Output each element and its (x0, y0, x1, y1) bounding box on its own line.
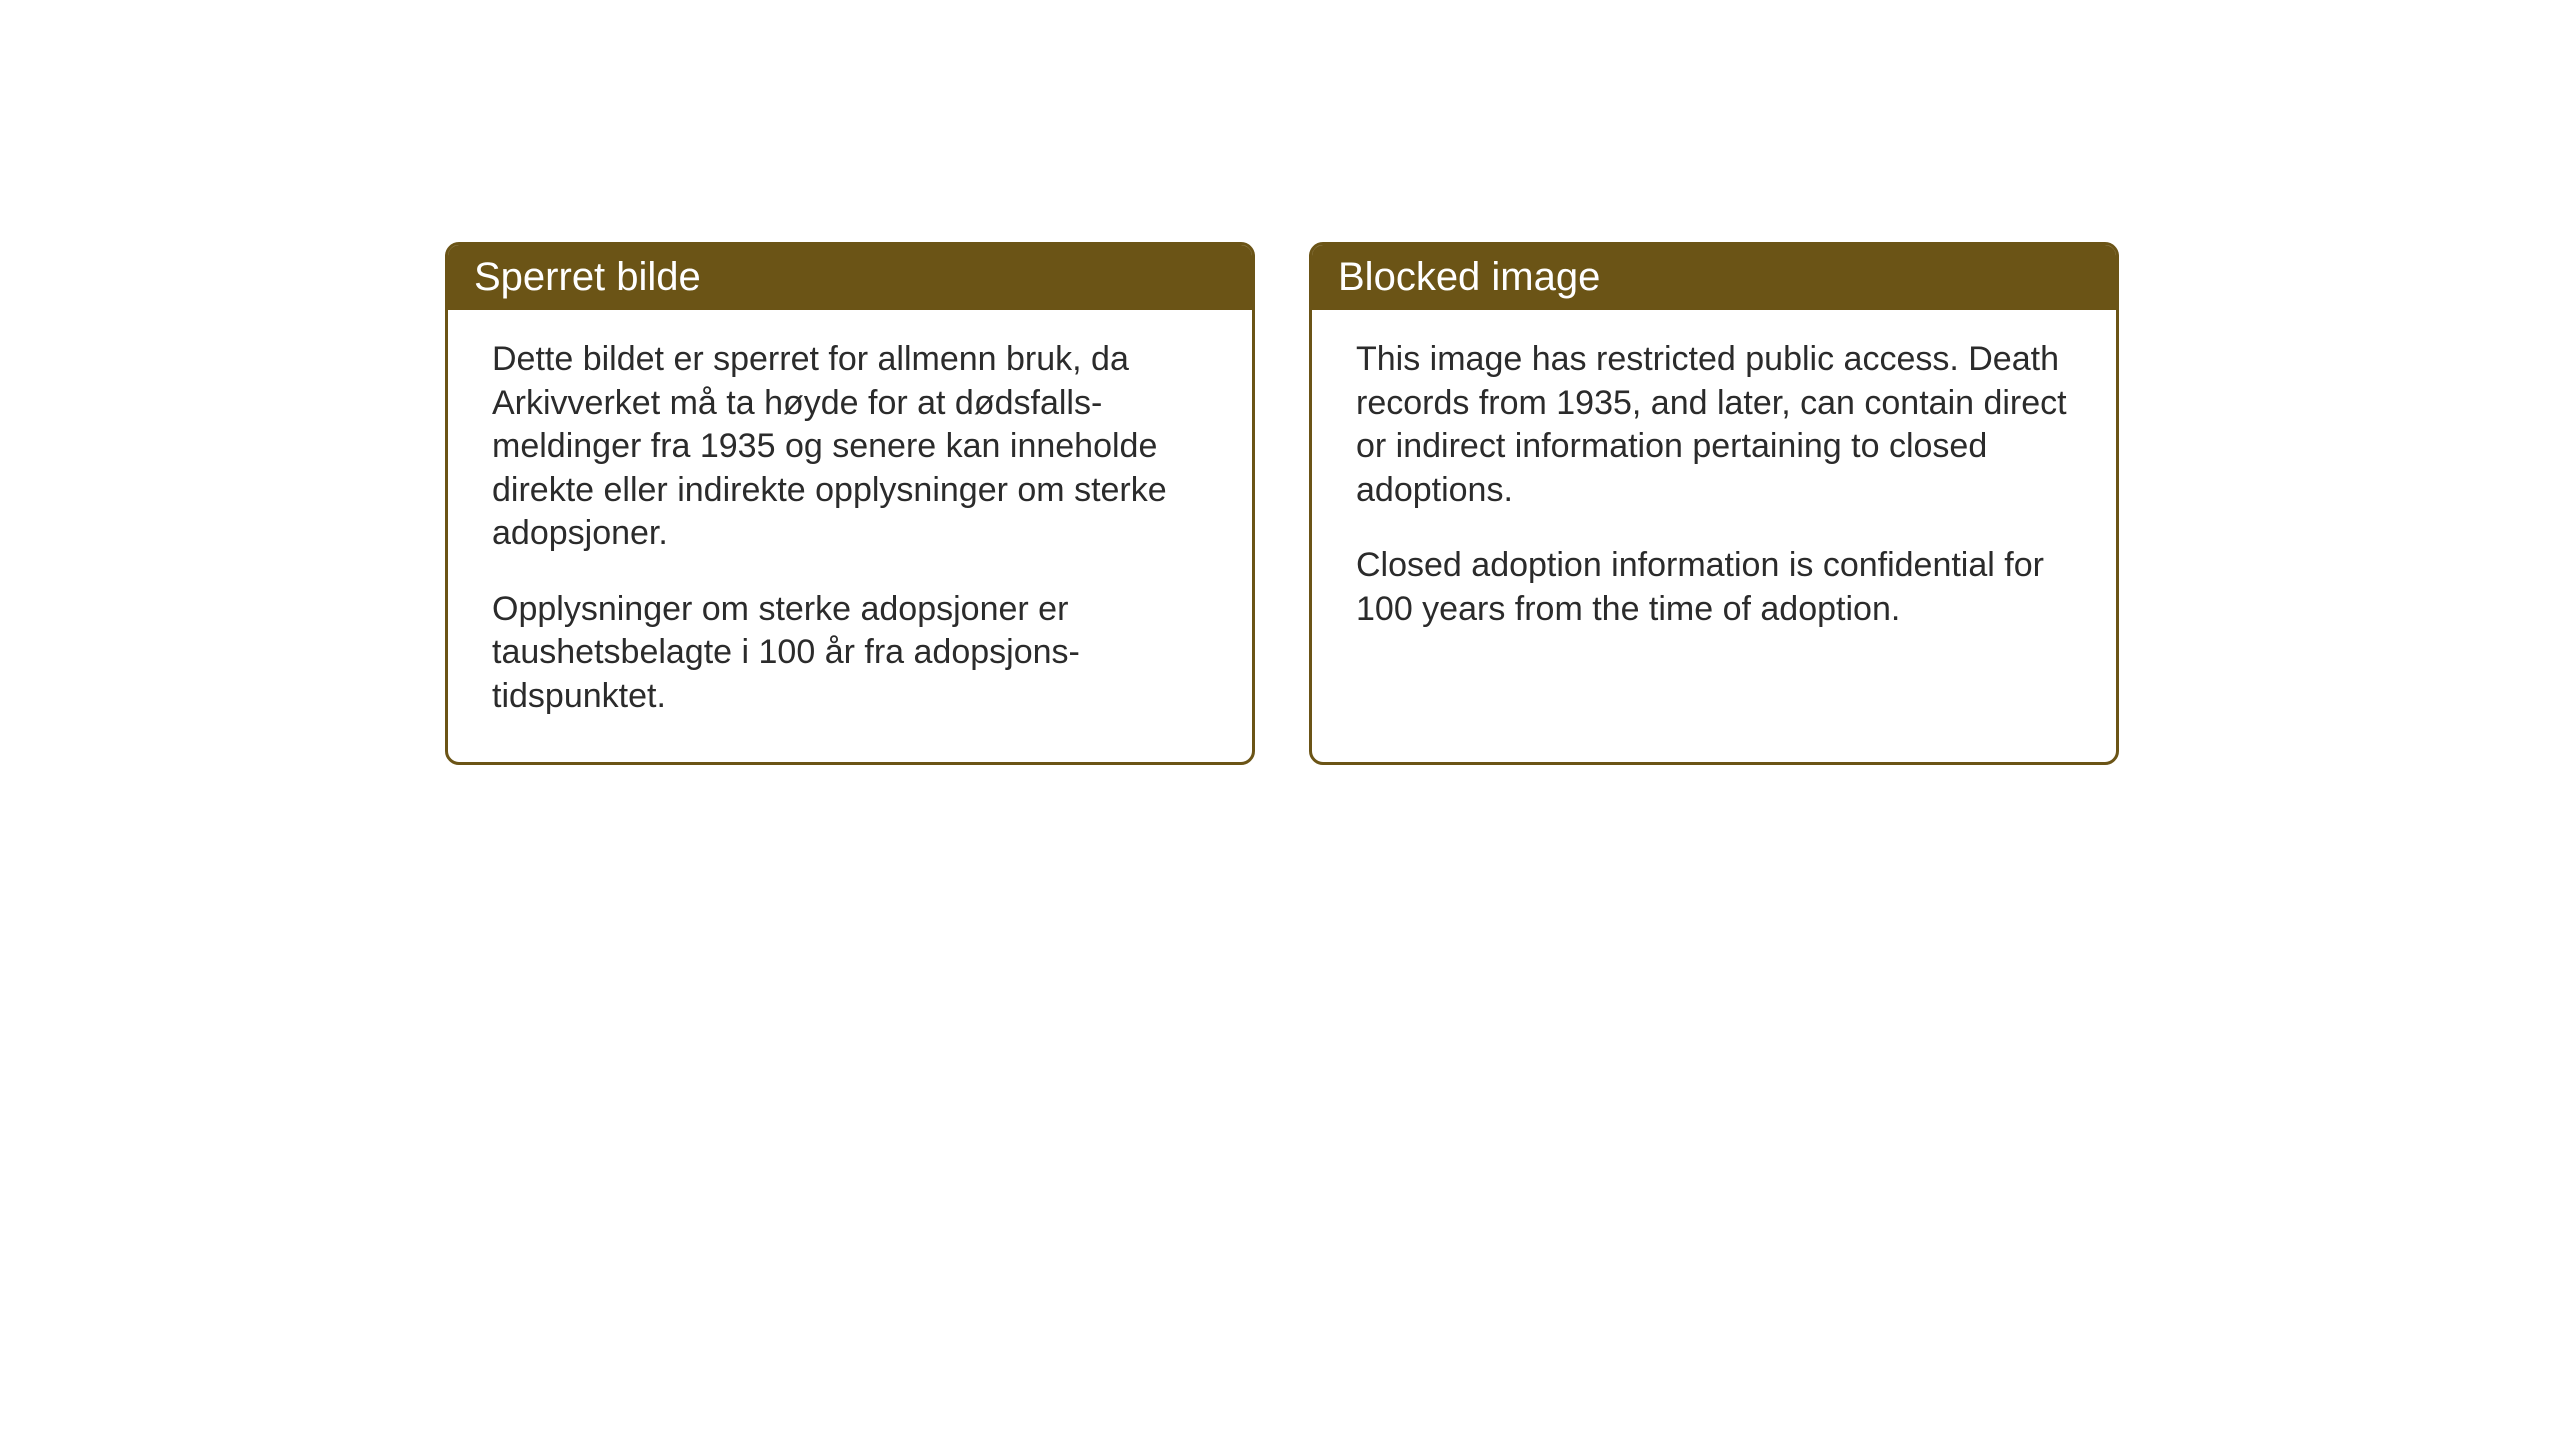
card-body-norwegian: Dette bildet er sperret for allmenn bruk… (448, 310, 1252, 762)
card-header-english: Blocked image (1312, 245, 2116, 310)
notice-card-english: Blocked image This image has restricted … (1309, 242, 2119, 765)
card-paragraph-1-english: This image has restricted public access.… (1356, 338, 2072, 512)
card-title-english: Blocked image (1338, 255, 1600, 299)
card-header-norwegian: Sperret bilde (448, 245, 1252, 310)
card-title-norwegian: Sperret bilde (474, 255, 701, 299)
notice-container: Sperret bilde Dette bildet er sperret fo… (0, 0, 2560, 765)
card-body-english: This image has restricted public access.… (1312, 310, 2116, 730)
notice-card-norwegian: Sperret bilde Dette bildet er sperret fo… (445, 242, 1255, 765)
card-paragraph-2-norwegian: Opplysninger om sterke adopsjoner er tau… (492, 588, 1208, 719)
card-paragraph-1-norwegian: Dette bildet er sperret for allmenn bruk… (492, 338, 1208, 556)
card-paragraph-2-english: Closed adoption information is confident… (1356, 544, 2072, 631)
